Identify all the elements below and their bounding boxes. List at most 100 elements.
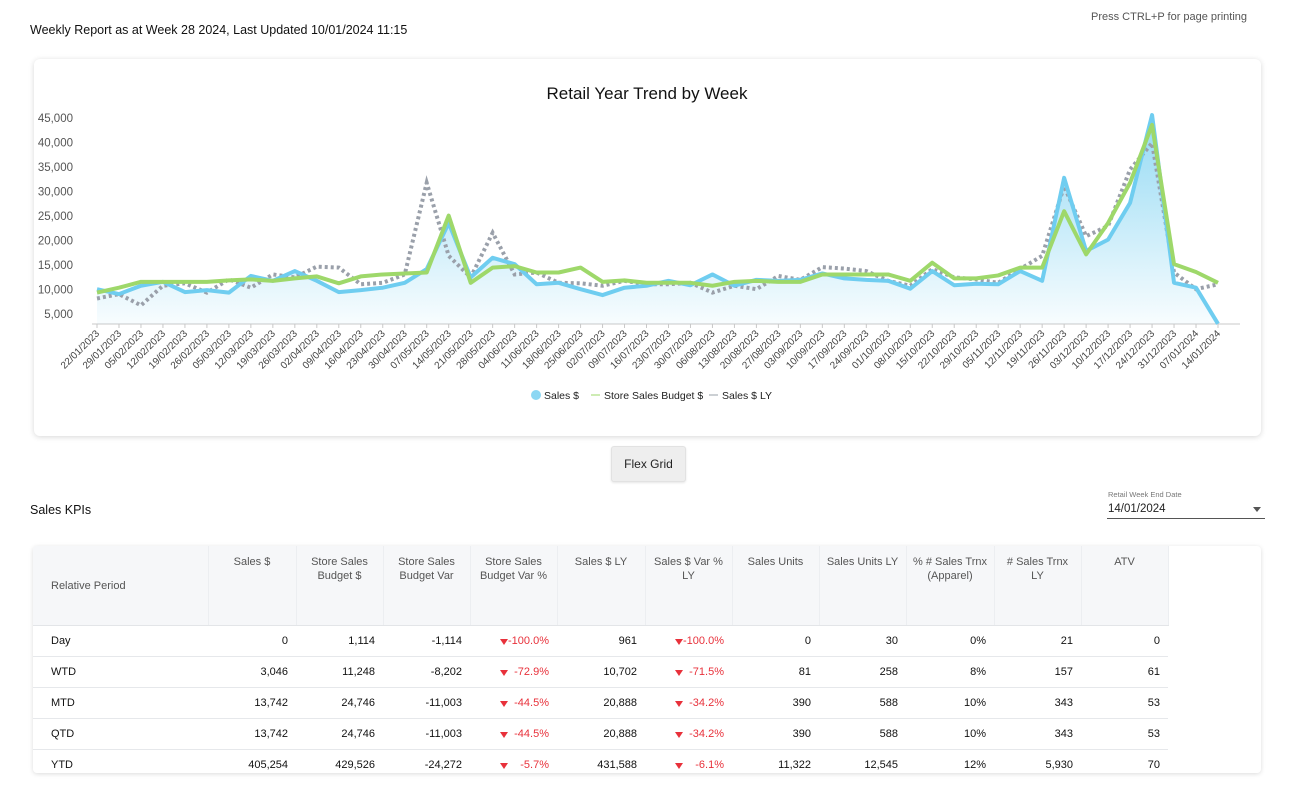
data-point-sales-ly[interactable] [183, 281, 187, 285]
data-point-store-sales-budget-[interactable] [249, 277, 253, 281]
data-point-sales-ly[interactable] [227, 277, 231, 281]
data-point-sales-ly[interactable] [710, 290, 714, 294]
data-point-sales-ly[interactable] [446, 254, 450, 258]
legend-sales-label[interactable]: Sales $ [544, 390, 579, 402]
data-point-sales-[interactable] [139, 284, 143, 288]
data-point-sales-ly[interactable] [1106, 224, 1110, 228]
data-point-store-sales-budget-[interactable] [556, 270, 560, 274]
data-point-sales-[interactable] [1150, 113, 1154, 117]
data-point-sales-ly[interactable] [359, 282, 363, 286]
column-header[interactable]: Sales Units LY [819, 546, 907, 626]
data-point-store-sales-budget-[interactable] [161, 280, 165, 284]
data-point-sales-ly[interactable] [556, 281, 560, 285]
data-point-sales-ly[interactable] [1194, 287, 1198, 291]
data-point-sales-ly[interactable] [776, 274, 780, 278]
data-point-store-sales-budget-[interactable] [820, 272, 824, 276]
data-point-store-sales-budget-[interactable] [908, 279, 912, 283]
data-point-sales-ly[interactable] [95, 296, 99, 300]
retail-week-end-date-select[interactable]: 14/01/2024 [1107, 500, 1265, 519]
data-point-store-sales-budget-[interactable] [490, 265, 494, 269]
data-point-store-sales-budget-[interactable] [512, 264, 516, 268]
data-point-store-sales-budget-[interactable] [776, 280, 780, 284]
data-point-sales-[interactable] [381, 286, 385, 290]
column-header[interactable]: Store Sales Budget Var [383, 546, 471, 626]
data-point-store-sales-budget-[interactable] [578, 265, 582, 269]
data-point-sales-[interactable] [1172, 281, 1176, 285]
column-header[interactable]: Relative Period [33, 546, 209, 626]
data-point-sales-ly[interactable] [117, 292, 121, 296]
data-point-sales-[interactable] [446, 221, 450, 225]
data-point-sales-ly[interactable] [732, 284, 736, 288]
data-point-sales-ly[interactable] [534, 270, 538, 274]
data-point-sales-[interactable] [1062, 176, 1066, 180]
flex-grid-button[interactable]: Flex Grid [611, 446, 686, 482]
data-point-sales-ly[interactable] [293, 275, 297, 279]
data-point-store-sales-budget-[interactable] [337, 281, 341, 285]
column-header[interactable]: # Sales Trnx LY [994, 546, 1082, 626]
data-point-store-sales-budget-[interactable] [315, 274, 319, 278]
data-point-sales-ly[interactable] [798, 278, 802, 282]
data-point-sales-[interactable] [359, 288, 363, 292]
data-point-sales-ly[interactable] [996, 281, 1000, 285]
data-point-sales-ly[interactable] [644, 282, 648, 286]
data-point-sales-ly[interactable] [205, 290, 209, 294]
data-point-sales-[interactable] [864, 278, 868, 282]
legend-ly-label[interactable]: Sales $ LY [722, 390, 772, 402]
data-point-store-sales-budget-[interactable] [996, 273, 1000, 277]
data-point-sales-[interactable] [1106, 237, 1110, 241]
data-point-sales-ly[interactable] [468, 275, 472, 279]
data-point-sales-[interactable] [974, 282, 978, 286]
data-point-store-sales-budget-[interactable] [139, 280, 143, 284]
data-point-sales-ly[interactable] [688, 281, 692, 285]
data-point-sales-ly[interactable] [1040, 254, 1044, 258]
data-point-sales-[interactable] [842, 276, 846, 280]
data-point-sales-[interactable] [622, 286, 626, 290]
data-point-sales-ly[interactable] [842, 266, 846, 270]
data-point-sales-ly[interactable] [315, 264, 319, 268]
data-point-sales-ly[interactable] [161, 284, 165, 288]
column-header[interactable]: Sales $ Var % LY [645, 546, 733, 626]
data-point-store-sales-budget-[interactable] [886, 272, 890, 276]
data-point-store-sales-budget-[interactable] [1084, 252, 1088, 256]
data-point-store-sales-budget-[interactable] [732, 280, 736, 284]
data-point-store-sales-budget-[interactable] [1040, 265, 1044, 269]
data-point-sales-ly[interactable] [381, 281, 385, 285]
data-point-store-sales-budget-[interactable] [381, 272, 385, 276]
data-point-sales-ly[interactable] [139, 303, 143, 307]
data-point-sales-ly[interactable] [754, 287, 758, 291]
data-point-sales-[interactable] [227, 290, 231, 294]
data-point-store-sales-budget-[interactable] [205, 280, 209, 284]
data-point-sales-ly[interactable] [1018, 267, 1022, 271]
data-point-sales-[interactable] [183, 290, 187, 294]
data-point-sales-ly[interactable] [1216, 282, 1220, 286]
data-point-sales-ly[interactable] [1128, 167, 1132, 171]
data-point-sales-ly[interactable] [1062, 184, 1066, 188]
data-point-sales-[interactable] [1216, 322, 1220, 326]
data-point-sales-[interactable] [315, 279, 319, 283]
column-header[interactable]: Sales Units [732, 546, 820, 626]
data-point-store-sales-budget-[interactable] [271, 279, 275, 283]
column-header[interactable]: Store Sales Budget Var % [470, 546, 558, 626]
data-point-sales-ly[interactable] [490, 231, 494, 235]
data-point-store-sales-budget-[interactable] [468, 281, 472, 285]
data-point-sales-[interactable] [293, 269, 297, 273]
data-point-sales-[interactable] [1128, 201, 1132, 205]
data-point-store-sales-budget-[interactable] [930, 260, 934, 264]
data-point-store-sales-budget-[interactable] [1128, 181, 1132, 185]
data-point-sales-ly[interactable] [403, 272, 407, 276]
data-point-sales-ly[interactable] [908, 284, 912, 288]
data-point-store-sales-budget-[interactable] [1150, 123, 1154, 127]
data-point-sales-ly[interactable] [974, 277, 978, 281]
data-point-sales-ly[interactable] [249, 286, 253, 290]
column-header[interactable]: ATV [1081, 546, 1169, 626]
data-point-sales-ly[interactable] [886, 279, 890, 283]
data-point-sales-ly[interactable] [1172, 270, 1176, 274]
data-point-store-sales-budget-[interactable] [117, 286, 121, 290]
data-point-sales-[interactable] [578, 287, 582, 291]
column-header[interactable]: Sales $ [208, 546, 297, 626]
data-point-sales-ly[interactable] [622, 279, 626, 283]
data-point-sales-ly[interactable] [930, 267, 934, 271]
data-point-sales-ly[interactable] [820, 265, 824, 269]
data-point-sales-ly[interactable] [666, 282, 670, 286]
data-point-sales-[interactable] [337, 290, 341, 294]
